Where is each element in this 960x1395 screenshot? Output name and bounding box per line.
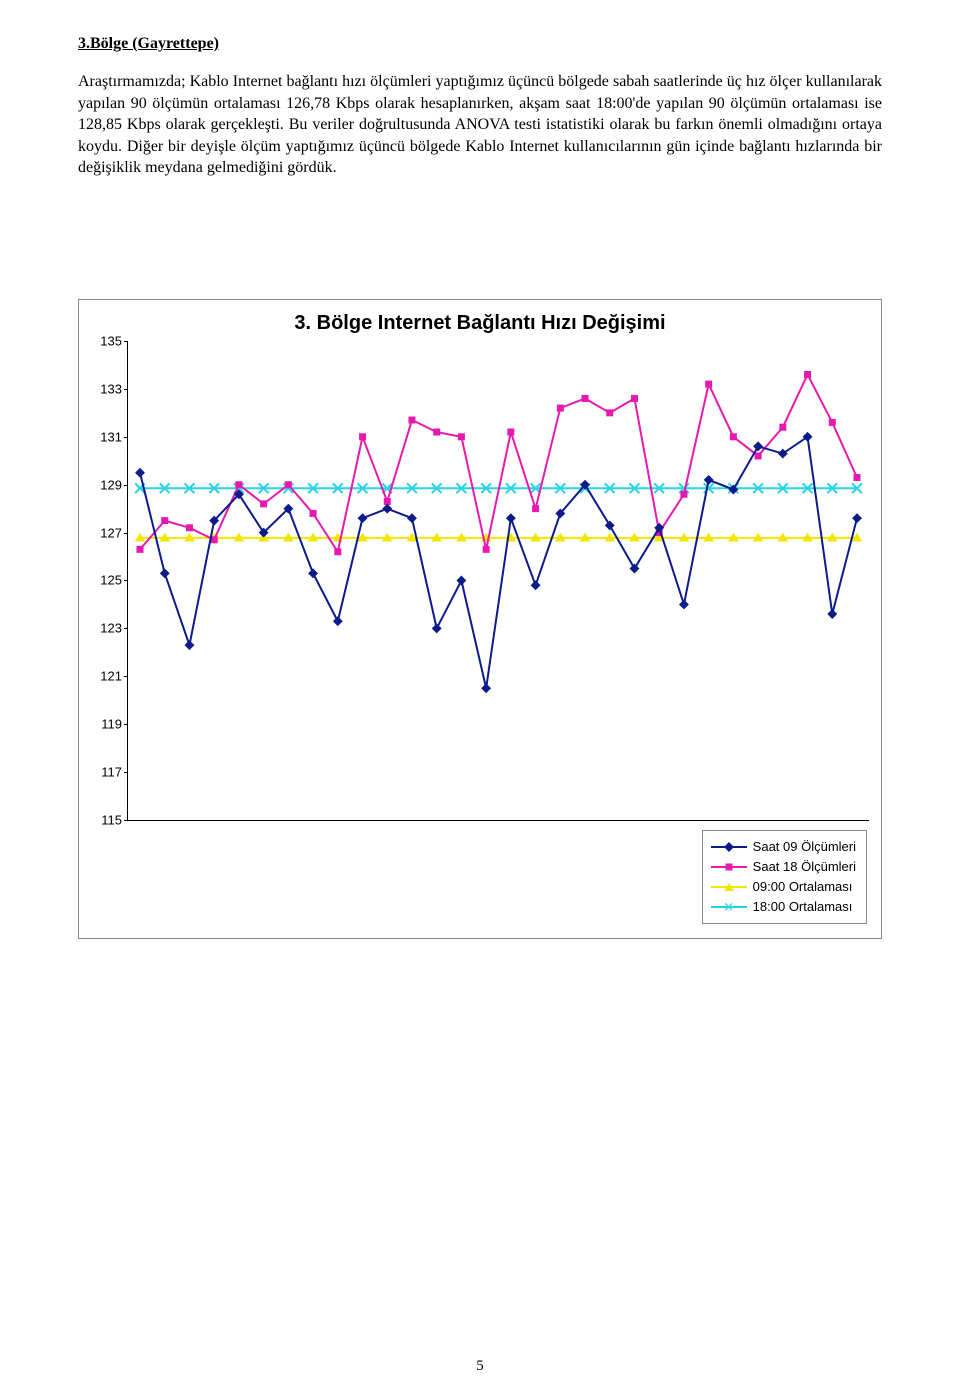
legend-label: Saat 09 Ölçümleri (753, 839, 856, 854)
legend-swatch (711, 860, 747, 874)
x-icon: ✕ (723, 900, 734, 913)
body-paragraph: Araştırmamızda; Kablo Internet bağlantı … (78, 71, 882, 179)
chart-legend: Saat 09 Ölçümleri Saat 18 Ölçümleri 09:0… (702, 830, 867, 924)
section-heading: 3.Bölge (Gayrettepe) (78, 35, 882, 53)
triangle-icon (724, 883, 734, 891)
legend-label: 18:00 Ortalaması (753, 899, 853, 914)
legend-item-saat09: Saat 09 Ölçümleri (711, 837, 856, 857)
chart-container: 3. Bölge Internet Bağlantı Hızı Değişimi… (78, 299, 882, 939)
legend-swatch (711, 880, 747, 894)
page-number: 5 (476, 1358, 484, 1375)
plot-area: 115117119121123125127129131133135 (127, 341, 869, 821)
diamond-icon (724, 842, 734, 852)
legend-item-ort09: 09:00 Ortalaması (711, 877, 856, 897)
legend-swatch (711, 840, 747, 854)
legend-label: Saat 18 Ölçümleri (753, 859, 856, 874)
legend-item-saat18: Saat 18 Ölçümleri (711, 857, 856, 877)
legend-label: 09:00 Ortalaması (753, 879, 853, 894)
chart-svg (128, 341, 869, 820)
legend-item-ort18: ✕ 18:00 Ortalaması (711, 897, 856, 917)
square-icon (725, 863, 732, 870)
legend-swatch: ✕ (711, 900, 747, 914)
chart-title: 3. Bölge Internet Bağlantı Hızı Değişimi (79, 312, 881, 335)
